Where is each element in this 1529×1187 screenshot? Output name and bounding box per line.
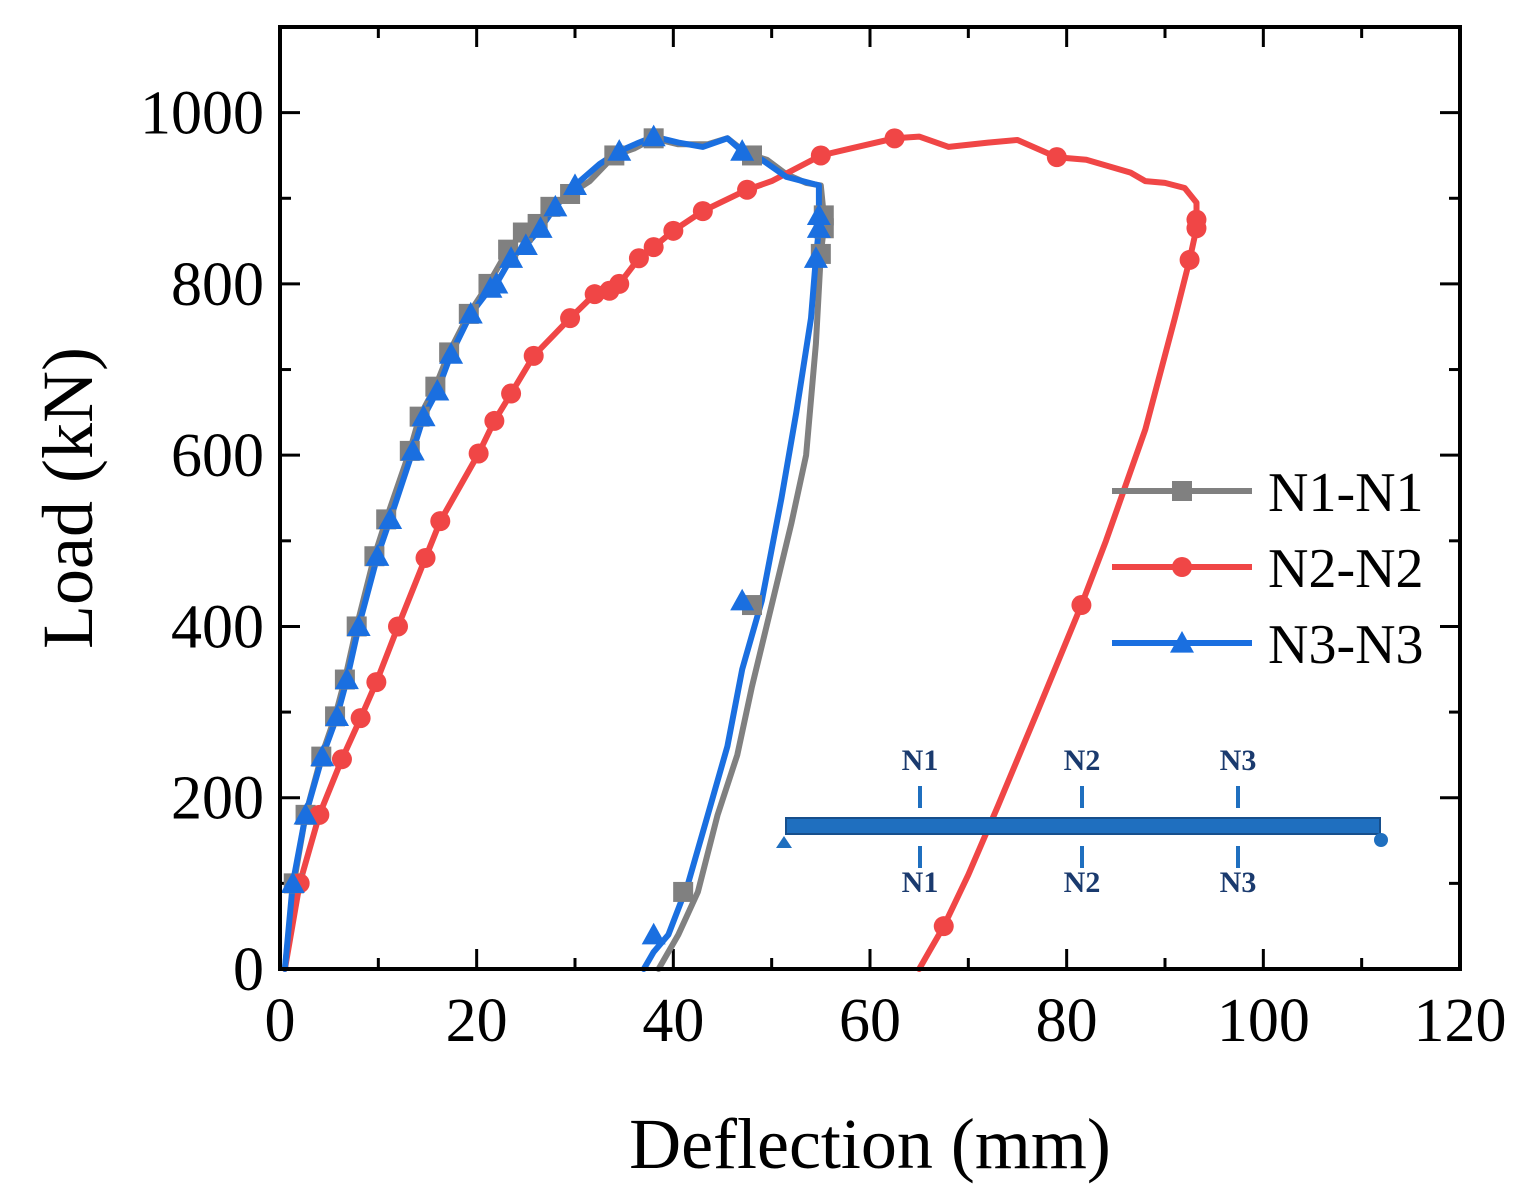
data-point-n3-n3 bbox=[730, 588, 755, 611]
series-line-n2-n2 bbox=[281, 133, 1200, 972]
data-point-n3-n3 bbox=[803, 246, 828, 268]
data-point-n3-n3 bbox=[484, 271, 509, 294]
x-tick-label: 80 bbox=[1036, 987, 1098, 1055]
legend: N1-N1 N2-N2 N3-N3 bbox=[1112, 462, 1424, 676]
y-tick-label: 1000 bbox=[140, 80, 264, 148]
data-point-n1-n1 bbox=[673, 881, 694, 902]
data-point-n2-n2 bbox=[1071, 595, 1092, 616]
section-label-bottom: N1 bbox=[902, 866, 939, 899]
legend-marker-n3-n3 bbox=[1170, 631, 1194, 653]
data-point-n2-n2 bbox=[484, 410, 505, 431]
data-point-n2-n2 bbox=[692, 201, 713, 222]
section-label-top: N2 bbox=[1064, 744, 1101, 777]
data-point-n3-n3 bbox=[543, 194, 568, 217]
data-point-n3-n3 bbox=[325, 704, 350, 726]
plot-frame bbox=[278, 25, 1462, 971]
legend-label-n1-n1: N1-N1 bbox=[1268, 462, 1424, 524]
data-point-n3-n3 bbox=[280, 871, 305, 893]
data-point-n2-n2 bbox=[628, 248, 649, 269]
data-point-n3-n3 bbox=[310, 744, 335, 767]
y-tick-label: 200 bbox=[171, 765, 264, 833]
data-point-n2-n2 bbox=[933, 916, 954, 937]
x-tick-label: 20 bbox=[446, 987, 508, 1055]
data-point-n3-n3 bbox=[439, 342, 464, 364]
data-point-n3-n3 bbox=[563, 173, 587, 196]
data-point-n3-n3 bbox=[641, 922, 666, 945]
data-point-n3-n3 bbox=[425, 378, 450, 401]
x-tick-label: 100 bbox=[1217, 987, 1310, 1055]
data-point-n2-n2 bbox=[884, 128, 905, 149]
data-point-n2-n2 bbox=[810, 145, 831, 166]
x-tick-label: 120 bbox=[1414, 987, 1507, 1055]
data-point-n2-n2 bbox=[560, 308, 581, 329]
data-point-n3-n3 bbox=[400, 438, 425, 461]
data-point-n2-n2 bbox=[663, 220, 684, 241]
data-point-n3-n3 bbox=[346, 614, 371, 637]
legend-marker-n2-n2 bbox=[1172, 557, 1192, 577]
data-point-n2-n2 bbox=[1046, 147, 1067, 168]
data-point-n3-n3 bbox=[806, 203, 831, 225]
data-point-n2-n2 bbox=[523, 345, 544, 366]
data-point-n3-n3 bbox=[499, 246, 524, 268]
y-tick-label: 0 bbox=[233, 936, 264, 1004]
y-tick-label: 400 bbox=[171, 593, 264, 661]
data-point-n2-n2 bbox=[430, 511, 451, 532]
beam-body bbox=[785, 817, 1381, 835]
data-point-n2-n2 bbox=[388, 616, 408, 637]
data-point-n2-n2 bbox=[331, 749, 352, 770]
pin-support-icon bbox=[776, 836, 792, 848]
y-tick-label: 600 bbox=[171, 422, 264, 490]
x-axis-title: Deflection (mm) bbox=[629, 1104, 1111, 1184]
section-label-top: N3 bbox=[1220, 744, 1257, 777]
legend-label-n3-n3: N3-N3 bbox=[1268, 614, 1424, 676]
x-tick-label: 60 bbox=[839, 987, 901, 1055]
section-label-top: N1 bbox=[902, 744, 939, 777]
data-point-n2-n2 bbox=[415, 547, 436, 568]
roller-support-icon bbox=[1374, 833, 1388, 847]
data-point-n2-n2 bbox=[1179, 249, 1200, 270]
data-point-n2-n2 bbox=[468, 443, 489, 464]
legend-label-n2-n2: N2-N2 bbox=[1268, 538, 1424, 600]
data-point-n3-n3 bbox=[458, 301, 483, 324]
section-label-bottom: N3 bbox=[1220, 866, 1257, 899]
x-tick-label: 0 bbox=[265, 987, 296, 1055]
data-point-n2-n2 bbox=[643, 237, 664, 258]
data-point-n2-n2 bbox=[366, 672, 387, 693]
series-lines bbox=[281, 133, 1200, 972]
data-point-n3-n3 bbox=[806, 216, 831, 238]
data-point-n3-n3 bbox=[607, 139, 632, 161]
data-point-n3-n3 bbox=[378, 507, 403, 530]
legend-marker-n1-n1 bbox=[1172, 481, 1192, 501]
data-point-n2-n2 bbox=[350, 708, 371, 729]
data-point-n3-n3 bbox=[411, 404, 436, 427]
data-point-n3-n3 bbox=[334, 667, 359, 690]
series-markers bbox=[280, 124, 1207, 945]
data-point-n3-n3 bbox=[730, 139, 755, 161]
tick-labels: 0 20 40 60 80 100 120 0 200 400 600 800 1000 bbox=[140, 80, 1507, 1055]
x-tick-label: 40 bbox=[642, 987, 704, 1055]
data-point-n3-n3 bbox=[641, 124, 666, 147]
data-point-n2-n2 bbox=[501, 383, 522, 404]
y-tick-label: 800 bbox=[171, 251, 264, 319]
beam-inset-diagram: N1 N1 N2 N2 N3 N3 bbox=[776, 744, 1388, 899]
data-point-n3-n3 bbox=[513, 233, 538, 255]
data-point-n3-n3 bbox=[293, 802, 318, 825]
data-point-n2-n2 bbox=[1186, 218, 1207, 239]
series-line-n3-n3 bbox=[281, 133, 822, 972]
y-axis-title: Load (kN) bbox=[28, 347, 108, 649]
data-point-n2-n2 bbox=[737, 179, 758, 200]
data-point-n3-n3 bbox=[365, 544, 390, 566]
section-label-bottom: N2 bbox=[1064, 866, 1101, 899]
series-line-n1-n1 bbox=[281, 135, 827, 972]
data-point-n2-n2 bbox=[609, 273, 630, 294]
data-point-n3-n3 bbox=[528, 216, 553, 238]
